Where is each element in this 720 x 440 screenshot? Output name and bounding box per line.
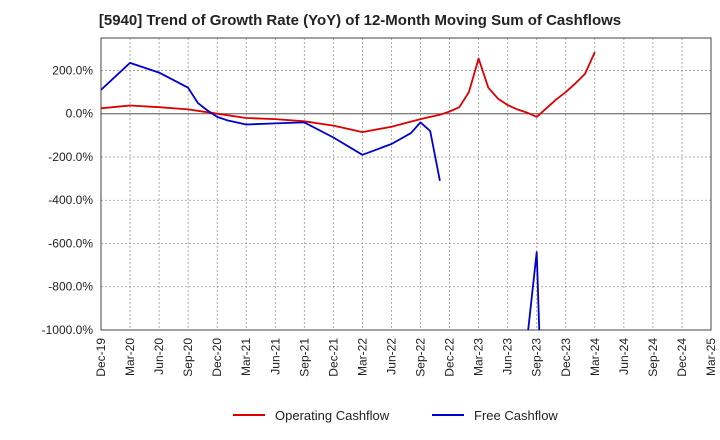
x-tick-label: Sep-22 <box>414 338 428 377</box>
x-tick-label: Mar-22 <box>355 338 369 376</box>
x-tick-label: Mar-23 <box>472 338 486 376</box>
y-tick-label: 0.0% <box>66 107 94 121</box>
x-tick-label: Mar-21 <box>239 338 253 376</box>
y-tick-label: -400.0% <box>48 193 93 207</box>
x-tick-label: Jun-21 <box>268 338 282 375</box>
x-tick-label: Dec-22 <box>443 338 457 377</box>
x-tick-label: Dec-21 <box>326 338 340 377</box>
x-tick-label: Dec-23 <box>559 338 573 377</box>
legend-label-operating-cashflow: Operating Cashflow <box>275 408 390 423</box>
x-tick-label: Dec-24 <box>675 338 689 377</box>
plot-frame <box>100 37 712 331</box>
x-tick-label: Dec-19 <box>94 338 108 377</box>
y-tick-label: -800.0% <box>48 280 93 294</box>
legend-label-free-cashflow: Free Cashflow <box>474 408 558 423</box>
y-tick-label: 200.0% <box>52 63 93 77</box>
x-tick-label: Mar-24 <box>588 338 602 376</box>
x-tick-label: Mar-25 <box>704 338 718 376</box>
y-tick-label: -200.0% <box>48 150 93 164</box>
x-tick-label: Sep-20 <box>181 338 195 377</box>
x-tick-label: Jun-23 <box>501 338 515 375</box>
x-tick-label: Jun-24 <box>617 338 631 375</box>
series-line-free-cashflow <box>101 62 441 181</box>
x-tick-label: Jun-22 <box>384 338 398 375</box>
x-tick-label: Mar-20 <box>123 338 137 376</box>
x-tick-label: Dec-20 <box>210 338 224 377</box>
chart-title: [5940] Trend of Growth Rate (YoY) of 12-… <box>98 12 622 29</box>
series-line-operating-cashflow <box>101 51 596 133</box>
series-line-free-cashflow <box>527 251 541 330</box>
x-tick-label: Jun-20 <box>152 338 166 375</box>
y-tick-label: -600.0% <box>48 236 93 250</box>
x-tick-label: Sep-24 <box>646 338 660 377</box>
x-tick-label: Sep-23 <box>530 338 544 377</box>
y-tick-label: -1000.0% <box>42 323 94 337</box>
x-tick-label: Sep-21 <box>297 338 311 377</box>
